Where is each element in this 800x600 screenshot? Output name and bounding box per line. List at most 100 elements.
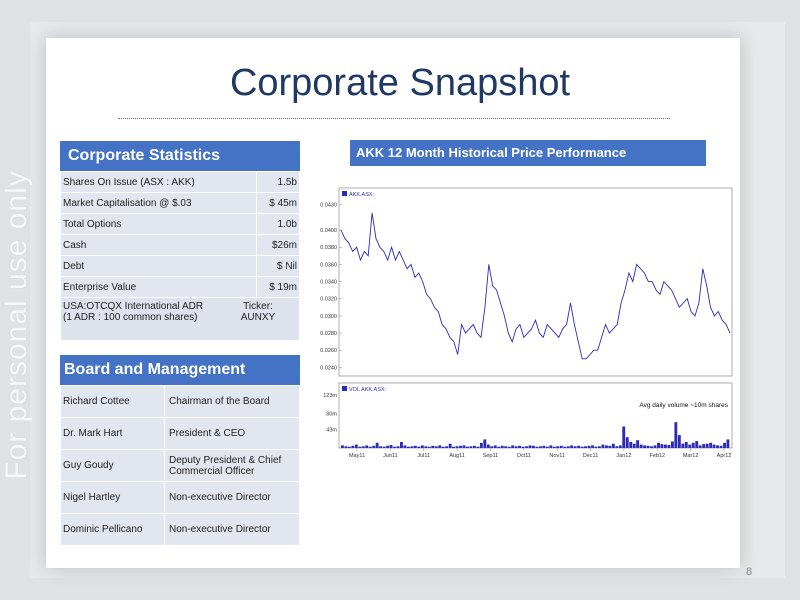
adr-line-2: (1 ADR : 100 common shares) (63, 312, 198, 323)
volume-bar (598, 446, 601, 448)
volume-bar (632, 443, 636, 448)
volume-bar (705, 443, 709, 448)
volume-y-tick-label: 43m (326, 427, 337, 433)
volume-annotation: Avg daily volume ~10m shares (639, 402, 728, 409)
table-row: Debt $ Nil (60, 255, 300, 277)
volume-bar (514, 446, 518, 448)
x-axis-tick-label: Aug11 (449, 453, 465, 459)
x-axis-tick-label: Jan12 (616, 453, 631, 459)
volume-bar (497, 446, 501, 448)
volume-bar (702, 444, 706, 448)
volume-bar (393, 446, 396, 448)
volume-bar (375, 442, 379, 448)
stat-label: Shares On Issue (ASX : AKK) (60, 171, 257, 193)
volume-bar (427, 446, 431, 448)
page-number: 8 (746, 566, 753, 578)
x-axis-tick-label: Feb12 (649, 453, 665, 459)
volume-bar (570, 445, 574, 448)
table-row: Shares On Issue (ASX : AKK) 1.5b (60, 171, 300, 193)
volume-bar (424, 446, 428, 448)
volume-bar (441, 446, 445, 448)
volume-bar (344, 446, 348, 448)
volume-bar (521, 446, 525, 448)
board-member-role: Chairman of the Board (164, 385, 300, 418)
price-y-tick-label: 0.0430 (320, 202, 337, 208)
volume-bar (434, 446, 438, 448)
volume-y-tick-label: 80m (326, 412, 337, 418)
volume-bar (601, 444, 605, 448)
x-axis-tick-label: Nov11 (549, 453, 565, 459)
volume-bar (587, 445, 591, 448)
x-axis-tick-label: Sep11 (483, 453, 499, 459)
volume-bar (671, 441, 674, 448)
table-row: Total Options 1.0b (60, 213, 300, 235)
volume-bar (365, 445, 369, 448)
volume-bar (490, 446, 494, 448)
volume-bar (358, 446, 362, 448)
volume-bar (396, 446, 400, 448)
volume-bar (594, 446, 598, 448)
stat-label: Debt (60, 255, 257, 277)
stat-label: Market Capitalisation @ $.03 (60, 192, 257, 214)
price-y-tick-label: 0.0280 (320, 331, 337, 337)
volume-legend-swatch (342, 386, 347, 391)
volume-bar (413, 445, 417, 448)
table-row: Dr. Mark Hart President & CEO (60, 417, 300, 450)
volume-bar (351, 445, 355, 448)
board-member-role: Non-executive Director (164, 513, 300, 546)
volume-bar (605, 445, 608, 448)
volume-bar (542, 445, 546, 448)
volume-bar (469, 446, 473, 448)
volume-bar (698, 445, 702, 448)
volume-bar (420, 445, 424, 448)
volume-bar (611, 443, 615, 448)
volume-bar (629, 442, 633, 448)
title-divider (118, 118, 670, 119)
price-volume-chart: AKK.ASX: VOL AKK.ASX: 0.0430 0.0400 0.0380 0.… (314, 180, 738, 466)
volume-bar (580, 446, 584, 448)
volume-bar (709, 442, 713, 448)
volume-bar (712, 444, 716, 448)
volume-bar (532, 445, 535, 448)
volume-bar (347, 446, 351, 448)
stat-value: $ Nil (256, 255, 300, 277)
volume-bar (493, 445, 497, 448)
volume-bar (584, 446, 587, 448)
volume-bar (646, 445, 650, 448)
volume-bar (577, 445, 581, 448)
ticker-label: Ticker: (243, 301, 273, 312)
volume-bar (511, 445, 515, 448)
volume-bar (410, 446, 414, 448)
volume-bar (379, 446, 383, 448)
volume-bar (455, 446, 459, 448)
x-axis-tick-label: Oct11 (517, 453, 531, 459)
volume-bar (556, 446, 560, 448)
volume-bar (653, 445, 657, 448)
price-legend-label: AKK.ASX: (349, 192, 375, 198)
board-member-name: Guy Goudy (60, 449, 165, 482)
volume-bar (622, 426, 626, 448)
price-y-tick-label: 0.0400 (320, 228, 337, 234)
price-y-tick-label: 0.0380 (320, 245, 337, 251)
x-axis-tick-label: May11 (349, 453, 365, 459)
x-axis-tick-label: Jun11 (383, 453, 398, 459)
volume-bar (716, 445, 719, 448)
x-axis-tick-label: Mar12 (683, 453, 699, 459)
volume-bar (608, 445, 612, 448)
volume-bar (684, 442, 688, 448)
volume-bar (591, 445, 594, 448)
volume-bar (563, 446, 567, 448)
volume-bar (431, 445, 435, 448)
stat-value: $26m (256, 234, 300, 256)
table-row: Richard Cottee Chairman of the Board (60, 385, 300, 418)
stat-label: Total Options (60, 213, 257, 235)
volume-bar (549, 445, 553, 448)
volume-bar (479, 442, 483, 448)
volume-bar (372, 445, 376, 448)
volume-bar (445, 446, 449, 448)
board-table: Richard Cottee Chairman of the Board Dr. … (60, 385, 300, 546)
volume-bar (368, 446, 372, 448)
volume-bar (667, 445, 671, 448)
volume-bar (650, 446, 653, 448)
volume-bar (382, 446, 386, 448)
